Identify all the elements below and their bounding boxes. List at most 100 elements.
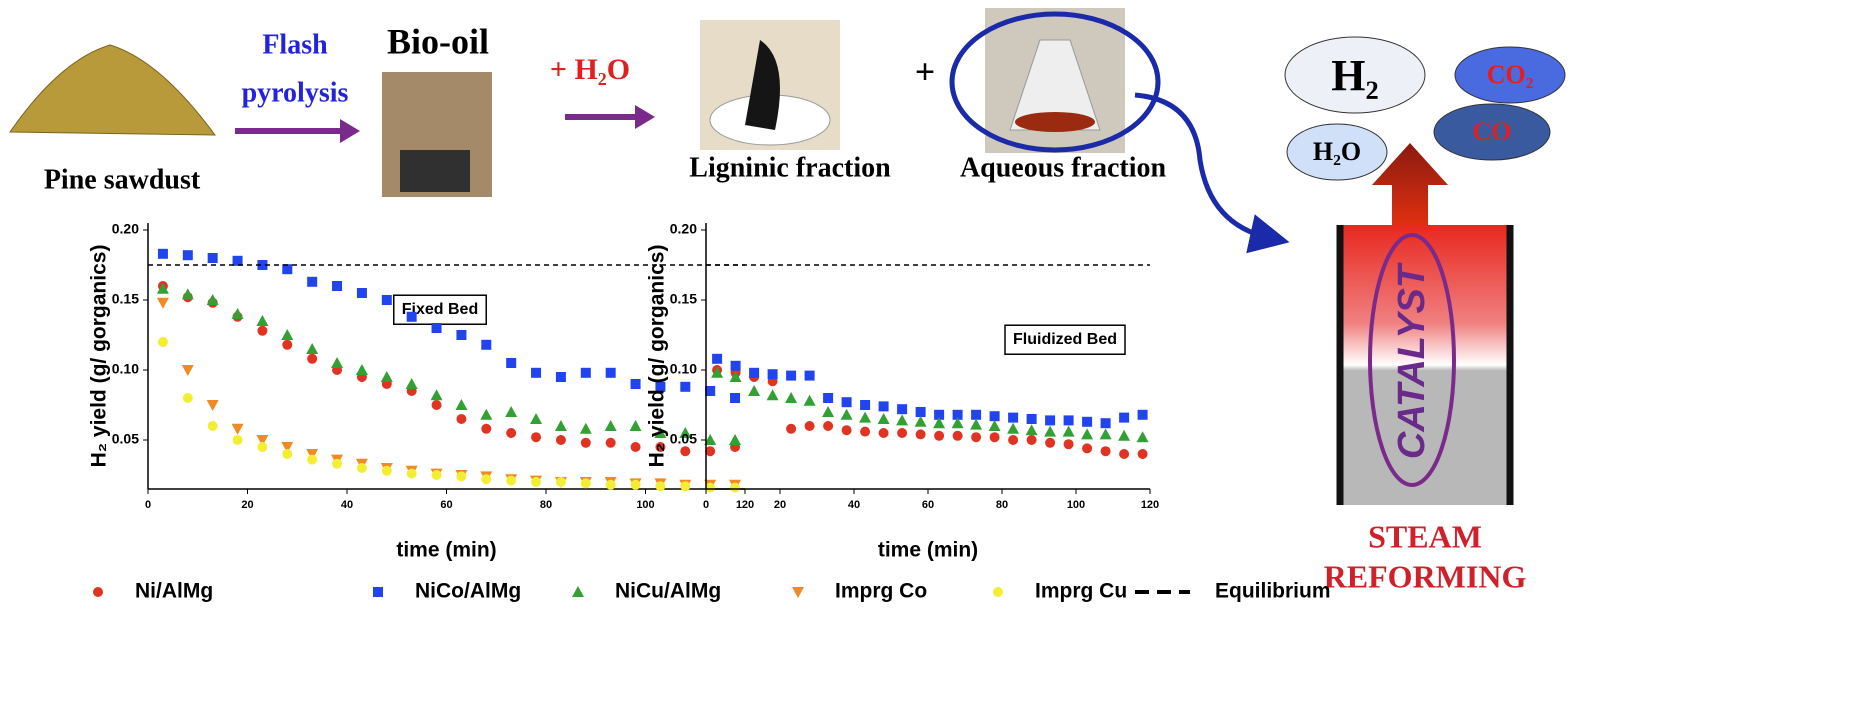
x-tick-label: 120 [1141, 499, 1159, 511]
point [432, 323, 442, 333]
y-tick-label: 0.15 [670, 291, 697, 307]
x-tick-label: 80 [996, 499, 1008, 511]
point [1138, 410, 1148, 420]
point [332, 281, 342, 291]
point [531, 368, 541, 378]
point [879, 401, 889, 411]
flash-label: pyrolysis [242, 77, 349, 108]
point [531, 432, 541, 442]
x-tick-label: 60 [922, 499, 934, 511]
point [916, 407, 926, 417]
point [748, 385, 760, 396]
point [934, 431, 944, 441]
point [730, 393, 740, 403]
point [407, 469, 417, 479]
y-tick-label: 0.10 [112, 361, 139, 377]
point [631, 379, 641, 389]
legend-marker [572, 586, 584, 597]
x-tick-label: 40 [341, 499, 353, 511]
point [257, 326, 267, 336]
point [804, 395, 816, 406]
point [990, 432, 1000, 442]
point [505, 406, 517, 417]
legend-marker [792, 587, 804, 598]
annotation: Fluidized Bed [1013, 331, 1117, 348]
point [306, 343, 318, 354]
pine-label: Pine sawdust [44, 164, 201, 195]
gas-label: H₂O [1313, 137, 1361, 166]
point [1101, 446, 1111, 456]
point [1026, 424, 1038, 435]
point [357, 463, 367, 473]
arrow-head [340, 119, 360, 143]
x-tick-label: 100 [1067, 499, 1085, 511]
point [606, 480, 616, 490]
point [1101, 418, 1111, 428]
point [1044, 426, 1056, 437]
legend-label: NiCo/AlMg [415, 580, 521, 603]
point [356, 364, 368, 375]
point [232, 308, 244, 319]
flash-label: Flash [262, 29, 328, 60]
point [207, 294, 219, 305]
point [208, 421, 218, 431]
point [480, 409, 492, 420]
point [332, 459, 342, 469]
point [841, 409, 853, 420]
aqueous-liquid [1015, 112, 1095, 132]
point [631, 480, 641, 490]
point [381, 371, 393, 382]
point [971, 410, 981, 420]
point [878, 413, 890, 424]
point [232, 424, 244, 435]
point [257, 442, 267, 452]
arrow-head [635, 105, 655, 129]
point [842, 425, 852, 435]
point [1045, 438, 1055, 448]
point [406, 378, 418, 389]
y-axis-label: H₂ yield (g/ gorganics) [88, 245, 111, 468]
y-tick-label: 0.05 [670, 431, 697, 447]
point [879, 428, 889, 438]
point [580, 423, 592, 434]
point [455, 399, 467, 410]
x-tick-label: 80 [540, 499, 552, 511]
gas-label: CO₂ [1487, 60, 1534, 89]
ligninic-label: Ligninic fraction [689, 152, 891, 183]
x-tick-label: 20 [774, 499, 786, 511]
point [897, 404, 907, 414]
point [556, 477, 566, 487]
x-tick-label: 0 [703, 499, 709, 511]
plus: + [915, 51, 936, 91]
legend-marker [373, 587, 383, 597]
x-tick-label: 60 [440, 499, 452, 511]
point [1064, 439, 1074, 449]
x-axis-label: time (min) [878, 539, 978, 562]
point [805, 371, 815, 381]
point [233, 435, 243, 445]
point [606, 368, 616, 378]
point [555, 420, 567, 431]
point [481, 424, 491, 434]
point [1008, 413, 1018, 423]
point [680, 481, 690, 491]
biooil-label: Bio-oil [387, 21, 489, 61]
point [655, 481, 665, 491]
x-tick-label: 20 [241, 499, 253, 511]
point [431, 389, 443, 400]
beaker [400, 150, 470, 192]
legend-marker [93, 587, 103, 597]
point [481, 474, 491, 484]
point [631, 442, 641, 452]
point [605, 420, 617, 431]
x-tick-label: 0 [145, 499, 151, 511]
point [581, 478, 591, 488]
point [712, 354, 722, 364]
aqueous-label: Aqueous fraction [960, 152, 1167, 183]
point [530, 413, 542, 424]
point [680, 382, 690, 392]
point [456, 414, 466, 424]
point [1064, 415, 1074, 425]
point [1082, 443, 1092, 453]
point [1119, 413, 1129, 423]
